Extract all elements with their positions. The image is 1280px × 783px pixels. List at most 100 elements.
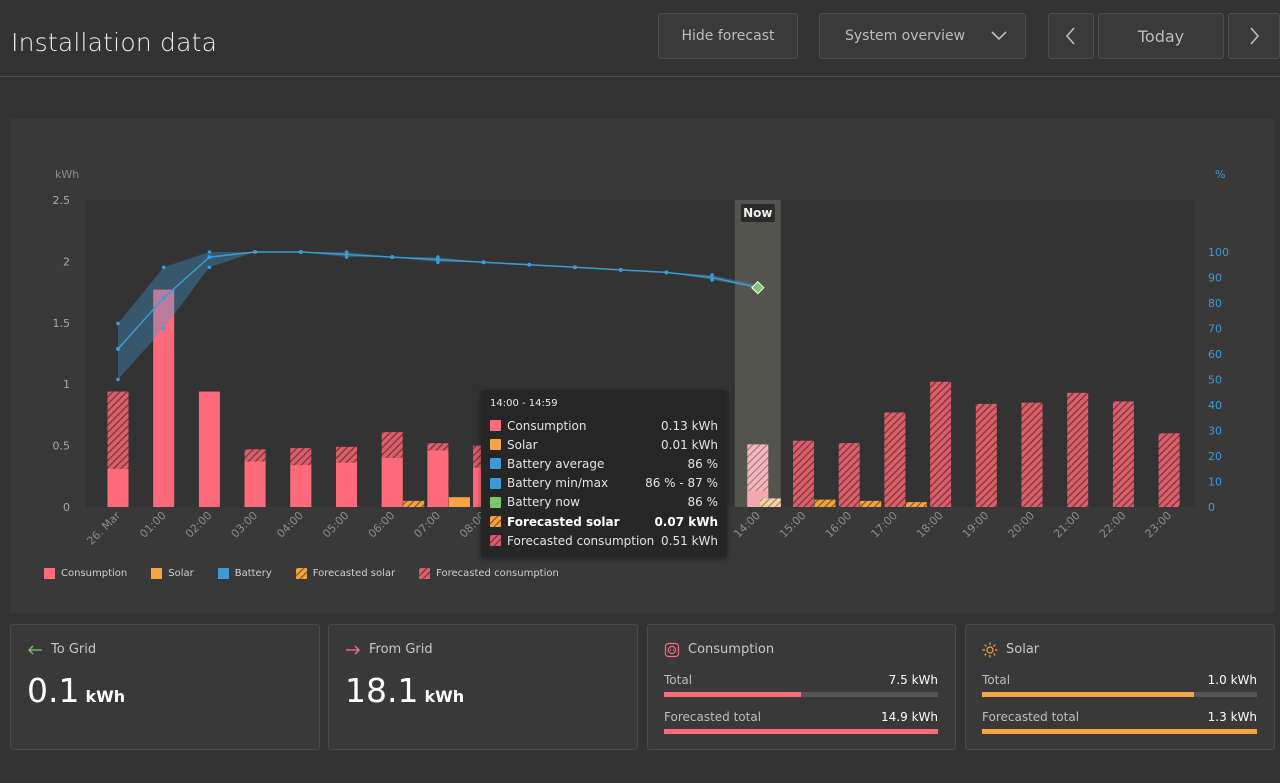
header: Installation data Hide forecast System o…	[0, 0, 1280, 77]
y-tick-right: 70	[1208, 323, 1222, 336]
forecasted-solar-bar[interactable]	[403, 500, 425, 507]
forecasted-solar-swatch	[490, 516, 501, 528]
forecasted-consumption-bar[interactable]	[884, 412, 906, 507]
forecasted-consumption-bar[interactable]	[930, 381, 952, 507]
battery-average-point[interactable]	[481, 260, 486, 265]
today-button[interactable]: Today	[1098, 13, 1224, 59]
y-tick-right: 40	[1208, 399, 1222, 412]
x-tick-label: 02:00	[183, 509, 215, 541]
legend-solar[interactable]: Solar	[151, 568, 194, 579]
now-badge	[740, 204, 775, 222]
battery-average-point[interactable]	[664, 270, 669, 275]
chart-tooltip: 14:00 - 14:59 Consumption 0.13 kWh Solar…	[481, 390, 727, 557]
forecast-label: Forecasted total	[664, 710, 762, 724]
from-grid-value: 18.1 kWh	[345, 671, 464, 710]
forecasted-consumption-bar[interactable]	[975, 403, 997, 507]
forecast-value: 14.9 kWh	[881, 710, 938, 724]
solar-swatch	[490, 439, 501, 451]
next-day-button[interactable]	[1228, 13, 1280, 59]
now-label: Now	[743, 206, 772, 220]
legend-label: Solar	[168, 568, 194, 579]
view-select[interactable]: System overview	[819, 13, 1026, 59]
consumption-bar[interactable]	[153, 289, 175, 507]
consumption-bar[interactable]	[107, 468, 129, 507]
consumption-swatch	[44, 568, 55, 579]
chevron-left-icon	[1065, 27, 1075, 45]
chevron-down-icon	[991, 31, 1007, 41]
forecasted-consumption-bar[interactable]	[1021, 402, 1043, 507]
y-axis-left-label: kWh	[55, 168, 79, 181]
tooltip-row-forecasted-consumption: Forecasted consumption 0.51 kWh	[490, 531, 718, 550]
forecasted-consumption-bar[interactable]	[793, 440, 814, 507]
total-value: 1.0 kWh	[1207, 673, 1257, 687]
battery-average-point[interactable]	[116, 346, 120, 351]
battery-average-point[interactable]	[435, 257, 440, 262]
forecasted-solar-bar[interactable]	[905, 502, 927, 507]
x-tick-label: 26. Mar	[84, 509, 123, 548]
battery-min-point	[116, 377, 120, 382]
forecasted-solar-bar[interactable]	[860, 500, 882, 507]
battery-average-point[interactable]	[573, 265, 577, 270]
y-tick-right: 60	[1208, 348, 1222, 361]
y-tick-left: 1.5	[53, 317, 71, 330]
legend-battery[interactable]: Battery	[217, 568, 272, 579]
tooltip-value: 0.13 kWh	[661, 418, 718, 433]
battery-average-point[interactable]	[710, 275, 715, 280]
x-tick-label: 03:00	[229, 509, 261, 541]
y-tick-left: 0	[63, 501, 70, 514]
card-title: From Grid	[369, 642, 433, 657]
previous-day-button[interactable]	[1048, 13, 1094, 59]
hide-forecast-button[interactable]: Hide forecast	[658, 13, 798, 59]
total-progress-bar	[664, 692, 938, 697]
tooltip-row-consumption: Consumption 0.13 kWh	[490, 416, 718, 435]
tooltip-row-battery-now: Battery now 86 %	[490, 493, 718, 512]
battery-average-point[interactable]	[253, 250, 258, 254]
tooltip-label: Battery now	[507, 495, 580, 510]
solar-card: Solar Total 1.0 kWh Forecasted total 1.3…	[965, 624, 1275, 750]
x-tick-label: 04:00	[274, 509, 306, 541]
x-tick-label: 17:00	[868, 509, 900, 541]
battery-average-point[interactable]	[527, 262, 532, 267]
battery-average-point[interactable]	[618, 267, 623, 272]
battery-average-point[interactable]	[161, 295, 166, 300]
forecasted-consumption-bar[interactable]	[1112, 401, 1134, 507]
forecasted-consumption-bar[interactable]	[1158, 433, 1180, 507]
legend-forecasted-solar[interactable]: Forecasted solar	[295, 568, 395, 579]
legend-forecasted-consumption[interactable]: Forecasted consumption	[419, 568, 559, 579]
battery-max-point	[161, 265, 166, 270]
forecast-value: 1.3 kWh	[1207, 710, 1257, 724]
forecasted-consumption-bar[interactable]	[838, 443, 860, 507]
view-select-label: System overview	[845, 28, 966, 44]
from-grid-card: From Grid 18.1 kWh	[328, 624, 638, 750]
legend-consumption[interactable]: Consumption	[44, 568, 127, 579]
battery-average-point[interactable]	[344, 252, 349, 257]
battery-average-point[interactable]	[390, 255, 395, 260]
card-title: Consumption	[688, 642, 775, 657]
battery-now-marker[interactable]	[751, 280, 765, 295]
consumption-bar[interactable]	[290, 465, 312, 507]
forecasted-solar-bar[interactable]	[759, 498, 781, 507]
y-tick-right: 50	[1208, 374, 1222, 387]
x-tick-label: 07:00	[411, 509, 443, 541]
battery-swatch	[217, 568, 229, 579]
energy-chart[interactable]: Now kWh % 0 0.5 1 1.5 2 2.5 0 10 20 30 40 50 60 70 80 90 10…	[10, 119, 1275, 613]
total-progress-fill	[982, 692, 1194, 697]
consumption-bar[interactable]	[336, 462, 357, 507]
y-tick-left: 1	[63, 378, 70, 391]
consumption-bar[interactable]	[381, 457, 403, 507]
forecast-progress-bar	[982, 729, 1257, 734]
y-tick-right: 0	[1208, 501, 1215, 514]
tooltip-label: Solar	[507, 437, 538, 452]
consumption-bar[interactable]	[244, 461, 266, 507]
tooltip-label: Consumption	[507, 418, 587, 433]
battery-average-point[interactable]	[207, 255, 212, 260]
consumption-bar[interactable]	[198, 391, 220, 507]
forecasted-solar-bar[interactable]	[814, 499, 836, 507]
consumption-bar[interactable]	[427, 450, 449, 507]
to-grid-card: To Grid 0.1 kWh	[10, 624, 320, 750]
battery-average-point[interactable]	[298, 250, 303, 254]
forecasted-consumption-bar[interactable]	[1067, 392, 1089, 507]
solar-bar[interactable]	[448, 497, 470, 507]
arrow-right-icon	[346, 645, 360, 655]
tooltip-value: 0.07 kWh	[654, 514, 718, 529]
